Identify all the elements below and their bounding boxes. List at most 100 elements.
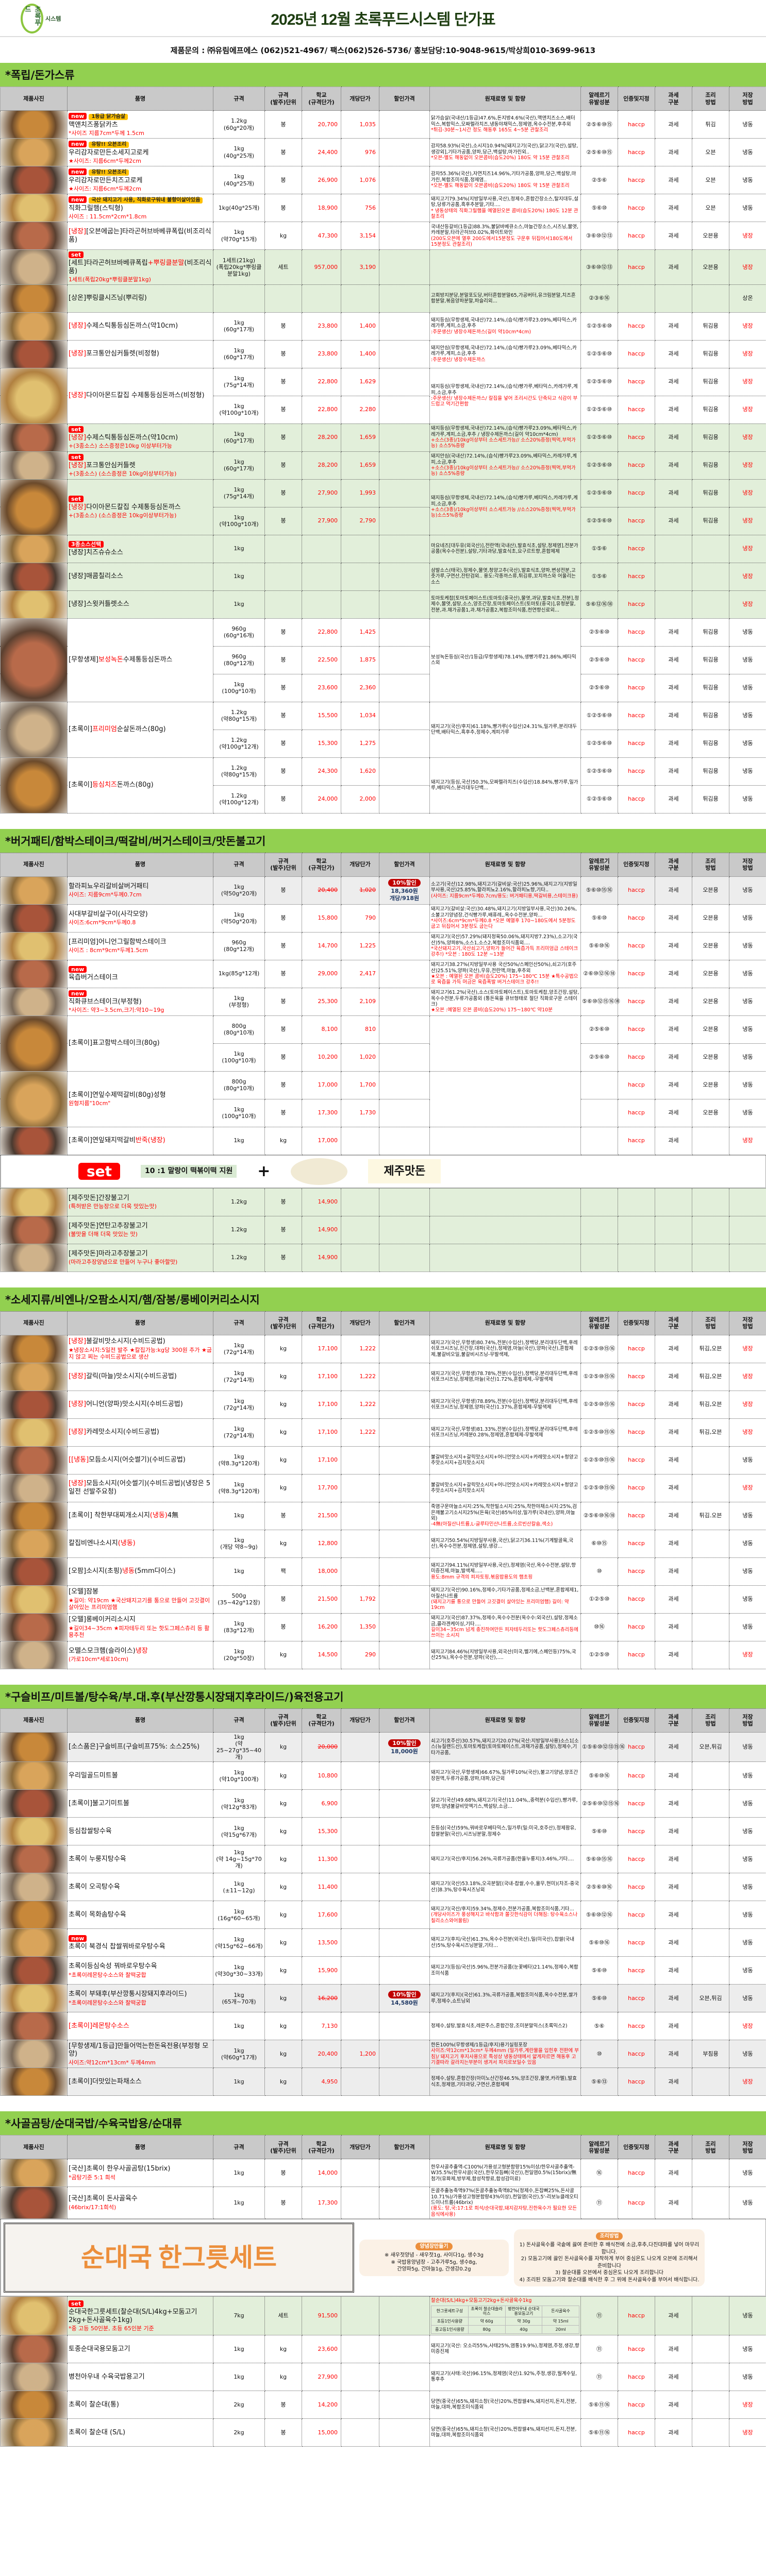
tax-type <box>655 284 692 313</box>
school-price: 10,800 <box>302 1761 341 1790</box>
ingredients: 돼지고기(국산)57.29%(돼지정육50.06%,돼지지방7.23%),소고기… <box>431 934 578 946</box>
product-photo-cell <box>0 1446 68 1475</box>
ingredients: 돼지고기(국산,무항생)81.33%,전분(수입산),정백당,분리대두단백,후레… <box>431 1426 578 1438</box>
ingredients-note: +소스(3종)/10kg이상부터 소스세트가능// 소스20%증정(찍먹,부먹가… <box>431 437 576 449</box>
table-header-row: 제품사진 품명 규격 규격 (발주)단위 학교 (규격단가) 개당단가 할인가격 원재료명 및… <box>0 87 766 111</box>
product-row: 1kg (100g*10개) 봉 17,300 1,730 haccp 과세 오븐용 냉동 <box>1 1098 766 1127</box>
unit-price <box>341 1761 379 1790</box>
ingredients: 돼지등심(무항생제,국내산)72.14%,(습식)빵가루,베타믹스,카레가루,계… <box>431 384 578 396</box>
unit-price: 1,400 <box>341 340 379 368</box>
spec-cell <box>213 284 265 313</box>
allergen-cell: ⑤⑥⑩⑯ <box>580 1928 618 1957</box>
allergen-cell: ⑤⑥⑬ <box>580 2067 618 2096</box>
product-photo-cell <box>0 2418 68 2447</box>
discount-cell <box>379 1071 430 1099</box>
product-row: [초록이]등심치즈돈까스(80g) 1.2kg (약80g*15개) 봉 24,300… <box>0 757 766 814</box>
allergen-cell: ①②⑤⑩ <box>580 1585 618 1614</box>
ingredients: 한돈100%(무항생제/1등급/후지)용기실링포장 <box>431 2042 527 2048</box>
product-row: [초록이]표고함박스테이크(80g) 800g (80g*10개) 봉 8,100 81… <box>0 1015 766 1072</box>
certification: haccp <box>618 2012 655 2041</box>
card-line: 4) 조리된 모둠고기와 찰순대를 배식한 후 그 위에 돈사골육수를 부어서 … <box>519 2277 700 2283</box>
column-header: 조리 방법 <box>692 87 729 111</box>
column-header: 개당단가 <box>341 852 379 877</box>
card-line: 간양파5g, 간마늘1g, 간생강0.2g <box>397 2266 471 2273</box>
price-table: 제품사진 품명 규격 규격 (발주)단위 학교 (규격단가) 개당단가 할인가격 원재료명 및… <box>0 1708 766 2096</box>
ingredients: 돼지고기84.46%(지방일부사용,외국산(미국,벨기에,스페인등)75%,국산… <box>431 1649 576 1661</box>
allergen-cell: ⑤⑥⑫⑯⑱ <box>580 590 618 619</box>
product-note: 사이즈:6cm*9cm*두께0.8 <box>69 919 136 926</box>
spec-cell: 1kg (40g*25개) <box>213 138 265 166</box>
discount-cell <box>379 1557 430 1586</box>
product-photo-cell <box>0 1529 68 1558</box>
order-unit: 봉 <box>264 1015 302 1044</box>
cooking-method <box>692 1215 729 1244</box>
product-name: 카레맛소시지(수비드공법) <box>86 1428 159 1436</box>
cooking-method: 튀김.오븐 <box>692 1501 729 1530</box>
certification: haccp <box>618 1390 655 1419</box>
unit-price: 1,225 <box>341 931 379 960</box>
allergen-cell: ⑩ <box>580 2040 618 2069</box>
allergen-cell <box>580 1243 618 1272</box>
ingredients: 돼지고기(등심/국산)5.96%,전분가공품(눈꽃베타)21.14%,정제수,복… <box>431 1964 578 1976</box>
cooking-method: 오븐,튀김 <box>692 1732 729 1762</box>
product-tag: [냉장] <box>69 392 87 400</box>
ingredients-cell: 돼지고기(사태:국산)96.15%,정제염(국산)1.92%,주정,생강,월계수… <box>429 2362 581 2391</box>
tax-type: 과세 <box>655 222 692 250</box>
unit-price <box>341 1956 379 1985</box>
unit-price: 1,200 <box>341 2040 379 2069</box>
product-row: 초록이등심숙성 꿔바로우탕수육 *초록이레몬탕수소스와 찰떡궁합 1kg (약30g… <box>0 1956 766 1985</box>
ingredients-note: (개당사이즈가 풍성해지고 바삭함과 쫄깃한식감이 더해짐: 탕수육소스나 칠리… <box>431 1912 578 1924</box>
ingredients: 돼지고기50.54%(지방일부사용,국산),닭고기36.11%(기계발골육,국산… <box>431 1537 574 1550</box>
jeju-matdon-logo: 제주맛돈 <box>368 1159 441 1183</box>
ingredients-cell: 돼지고기79.34%(지방일부사용,국산),정제수,혼합간장소스,탈지대두,설탕… <box>429 194 581 222</box>
order-unit: 봉 <box>264 1043 302 1072</box>
product-photo-cell <box>0 2187 68 2219</box>
ingredients: 닭가슴살(국내산/1등급)47.6%,돈지방4.6%(국산),맥앤치즈소스,배터… <box>431 115 575 127</box>
product-name: [오뗄]롱베이커리소시지 <box>69 1616 136 1624</box>
unit-price <box>341 2067 379 2096</box>
allergen-cell: ⑤⑥⑩ <box>580 1984 618 2013</box>
table-header-row: 제품사진 품명 규격 규격 (발주)단위 학교 (규격단가) 개당단가 할인가격 원재료명 및… <box>0 2135 766 2160</box>
card-line: 1) 돈사골육수를 국솥에 끓여 준비한 후 배식전에 소금,후추,다진대파를 … <box>519 2242 700 2255</box>
product-name: [초록이]연잎돼지떡갈비 <box>69 1137 136 1145</box>
sundae-banner-content: 순대국 한그릇세트 양념장만들기 ※ 새우젓양념 - 새우젓1g, 사이다1g, 생수… <box>1 2219 766 2297</box>
allergen-cell: ⑤⑥⑩ <box>580 1817 618 1846</box>
product-photo <box>1 1502 67 1530</box>
tax-type <box>655 534 692 563</box>
unit-price <box>341 2418 379 2447</box>
cooking-method <box>692 2067 729 2096</box>
column-header: 할인가격 <box>379 2135 430 2160</box>
unit-price <box>341 1984 379 2013</box>
storage-method: 냉동 <box>729 1901 766 1929</box>
school-price: 14,900 <box>302 1215 341 1244</box>
discount-cell <box>379 987 430 1016</box>
unit-price <box>341 1188 379 1216</box>
order-unit: 봉 <box>264 785 302 814</box>
product-photo-cell <box>0 757 68 814</box>
product-name: [제주맛돈]연탄고추장불고기 <box>69 1222 148 1230</box>
storage-method: 냉동 <box>729 1557 766 1586</box>
spec-cell: 1kg (100g*10개) <box>213 1043 265 1072</box>
cooking-method: 오븐용 <box>692 1071 729 1099</box>
ingredients-cell: 돼지고기(국산/후지)61.18%,빵가루(수입산)24.31%,밀가루,분리대… <box>429 701 581 758</box>
product-name: [세트]타라곤허브바베큐폭립 <box>69 259 148 267</box>
tax-type: 과세 <box>655 1446 692 1475</box>
tax-type: 과세 <box>655 1613 692 1641</box>
spec-cell: 800g (80g*10개) <box>213 1071 265 1099</box>
cooking-method <box>692 2296 729 2335</box>
product-photo-cell <box>0 1613 68 1641</box>
order-unit <box>264 284 302 313</box>
composition-cell: 약 60g <box>468 2316 506 2326</box>
unit-price: 1,020 <box>341 876 379 905</box>
spec-cell: 1kg (약12g*83개) <box>213 1789 265 1818</box>
table-header-row: 제품사진 품명 규격 규격 (발주)단위 학교 (규격단가) 개당단가 할인가격 원재료명 및… <box>0 1311 766 1335</box>
order-unit <box>264 534 302 563</box>
cooking-method <box>692 1446 729 1475</box>
certification: haccp <box>618 2159 655 2188</box>
product-name-cell: 초록이 찰순대(통) <box>67 2390 213 2419</box>
discount-cell <box>379 1015 430 1044</box>
certification: haccp <box>618 1473 655 1502</box>
allergen-cell: ①②⑤⑥⑩ <box>580 785 618 814</box>
product-name-cell: [초록이]프리미엄순살돈까스(80g) <box>67 701 213 758</box>
product-row: [냉장]어니언(양파)맛소시지(수비드공법) 1kg (72g*14개) kg 17,… <box>0 1390 766 1419</box>
